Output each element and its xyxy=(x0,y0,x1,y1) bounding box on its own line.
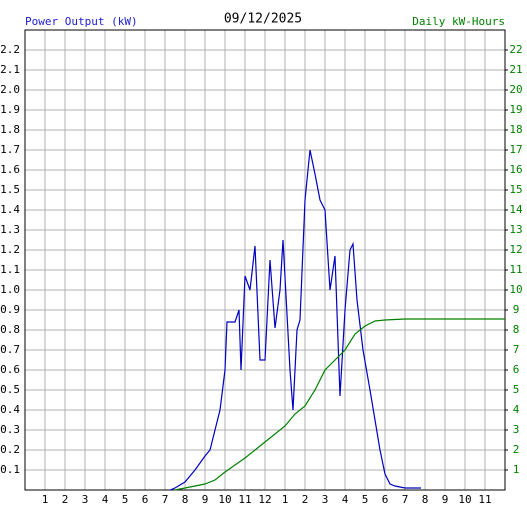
y-tick-label: 1.6 xyxy=(0,163,20,176)
y-tick-label: 1.1 xyxy=(0,263,20,276)
x-tick-label: 11 xyxy=(478,493,491,506)
y2-tick-label: 9 xyxy=(513,303,520,316)
x-tick-label: 12 xyxy=(258,493,271,506)
y2-tick-label: 4 xyxy=(513,403,520,416)
chart-title: 09/12/2025 xyxy=(224,12,302,27)
y-axis-label: Power Output (kW) xyxy=(25,15,138,28)
y2-axis-label: Daily kW-Hours xyxy=(412,15,505,28)
x-tick-label: 4 xyxy=(102,493,109,506)
y2-tick-label: 14 xyxy=(509,203,523,216)
x-tick-label: 6 xyxy=(382,493,389,506)
x-tick-label: 6 xyxy=(142,493,149,506)
y-tick-label: 1.4 xyxy=(0,203,20,216)
x-tick-label: 1 xyxy=(42,493,49,506)
y2-tick-label: 7 xyxy=(513,343,520,356)
y2-tick-label: 17 xyxy=(509,143,522,156)
y-tick-label: 2.1 xyxy=(0,63,20,76)
y2-tick-label: 2 xyxy=(513,443,520,456)
y2-tick-label: 16 xyxy=(509,163,522,176)
x-tick-label: 3 xyxy=(82,493,89,506)
y2-tick-label: 8 xyxy=(513,323,520,336)
y-tick-label: 1.2 xyxy=(0,243,20,256)
y2-tick-label: 5 xyxy=(513,383,520,396)
y-tick-label: 1.5 xyxy=(0,183,20,196)
x-tick-label: 9 xyxy=(202,493,209,506)
y-tick-label: 0.9 xyxy=(0,303,20,316)
y-tick-label: 0.3 xyxy=(0,423,20,436)
x-tick-label: 1 xyxy=(282,493,289,506)
y-tick-label: 1.8 xyxy=(0,123,20,136)
y-tick-label: 0.8 xyxy=(0,323,20,336)
y-tick-label: 0.5 xyxy=(0,383,20,396)
y-tick-label: 1.9 xyxy=(0,103,20,116)
x-tick-label: 3 xyxy=(322,493,329,506)
x-tick-label: 4 xyxy=(342,493,349,506)
x-tick-label: 9 xyxy=(442,493,449,506)
x-tick-label: 7 xyxy=(402,493,409,506)
x-tick-label: 8 xyxy=(422,493,429,506)
y2-tick-label: 12 xyxy=(509,243,522,256)
y2-tick-label: 19 xyxy=(509,103,522,116)
x-tick-label: 7 xyxy=(162,493,169,506)
y2-tick-label: 13 xyxy=(509,223,522,236)
y2-tick-label: 10 xyxy=(509,283,522,296)
y2-tick-label: 22 xyxy=(509,43,522,56)
x-tick-label: 5 xyxy=(362,493,369,506)
y2-tick-label: 3 xyxy=(513,423,520,436)
data-line xyxy=(169,149,421,491)
y-tick-label: 1.3 xyxy=(0,223,20,236)
y-tick-label: 2.2 xyxy=(0,43,20,56)
x-tick-label: 11 xyxy=(238,493,251,506)
y2-tick-label: 6 xyxy=(513,363,520,376)
data-line xyxy=(174,318,505,491)
y-tick-label: 0.1 xyxy=(0,463,20,476)
x-tick-label: 2 xyxy=(62,493,69,506)
y-tick-label: 1.7 xyxy=(0,143,20,156)
x-tick-label: 10 xyxy=(458,493,471,506)
y-tick-label: 2.0 xyxy=(0,83,20,96)
y2-tick-label: 20 xyxy=(509,83,522,96)
y2-tick-label: 18 xyxy=(509,123,522,136)
grid xyxy=(25,30,505,490)
y2-tick-label: 21 xyxy=(509,63,522,76)
y2-tick-label: 11 xyxy=(509,263,522,276)
y-tick-label: 0.4 xyxy=(0,403,20,416)
y-tick-label: 1.0 xyxy=(0,283,20,296)
y-tick-label: 0.2 xyxy=(0,443,20,456)
x-tick-label: 2 xyxy=(302,493,309,506)
y2-tick-label: 1 xyxy=(513,463,520,476)
y-tick-label: 0.7 xyxy=(0,343,20,356)
x-tick-label: 5 xyxy=(122,493,129,506)
x-tick-label: 10 xyxy=(218,493,231,506)
plot-border xyxy=(24,29,506,491)
y2-tick-label: 15 xyxy=(509,183,522,196)
y-tick-label: 0.6 xyxy=(0,363,20,376)
x-tick-label: 8 xyxy=(182,493,189,506)
